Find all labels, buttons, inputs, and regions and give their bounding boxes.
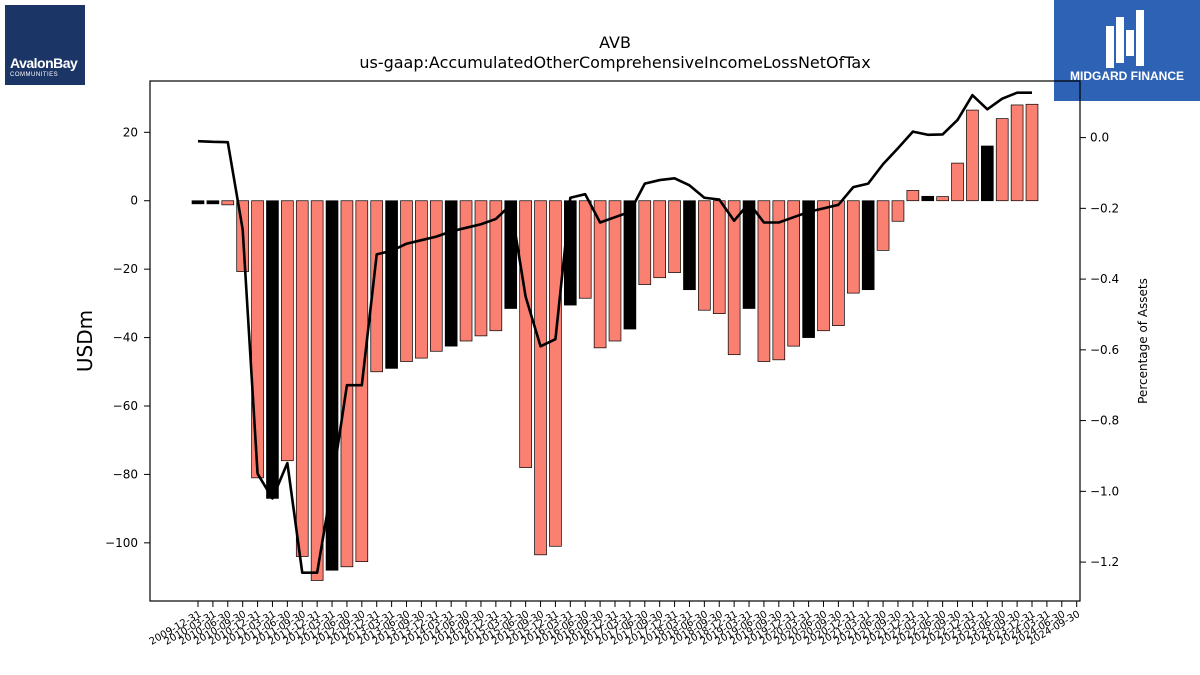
bar xyxy=(846,200,860,294)
bar xyxy=(385,200,398,369)
bar xyxy=(772,200,786,361)
bar xyxy=(995,118,1009,202)
bar-series xyxy=(191,103,1039,581)
midgard-emblem-icon xyxy=(1106,10,1144,68)
bar xyxy=(608,200,622,342)
bar xyxy=(429,200,443,352)
bar xyxy=(757,200,771,362)
bar xyxy=(593,200,607,349)
bar xyxy=(400,200,413,362)
y-tick-label: 20 xyxy=(123,125,138,139)
bar xyxy=(191,200,205,205)
bar xyxy=(370,200,384,373)
chart-subtitle: us-gaap:AccumulatedOtherComprehensiveInc… xyxy=(359,53,870,72)
bar xyxy=(251,200,264,479)
bar xyxy=(891,200,905,222)
bar xyxy=(668,200,681,273)
y-axis-left: 20 0 −20 −40 −60 −80 −100 xyxy=(105,125,150,550)
bar xyxy=(966,109,979,202)
bar xyxy=(921,195,935,202)
bar xyxy=(638,200,652,285)
bar xyxy=(906,190,920,202)
bar xyxy=(266,200,279,499)
midgard-finance-logo-text: MIDGARD FINANCE xyxy=(1070,69,1184,83)
y2-axis-label: Percentage of Assets xyxy=(1136,278,1150,404)
bar xyxy=(653,200,666,279)
bar xyxy=(340,200,354,568)
y2-tick-label: −0.8 xyxy=(1090,414,1119,428)
chart-title: AVB xyxy=(599,33,631,52)
bar xyxy=(698,200,711,311)
bar xyxy=(534,200,547,556)
bar xyxy=(310,200,324,581)
pct-assets-line xyxy=(197,91,1032,575)
bar xyxy=(325,200,339,571)
y2-tick-label: 0.0 xyxy=(1090,131,1109,145)
bar xyxy=(549,200,562,547)
y-tick-label: −60 xyxy=(113,399,138,413)
y-tick-label: −80 xyxy=(113,467,138,481)
bar xyxy=(787,200,801,347)
y-tick-label: −40 xyxy=(113,331,138,345)
bar xyxy=(281,200,294,462)
bar xyxy=(742,200,756,309)
y2-tick-label: −0.2 xyxy=(1090,201,1119,215)
bar xyxy=(936,196,949,202)
bar xyxy=(712,200,726,314)
bar xyxy=(519,200,532,468)
line-series xyxy=(197,91,1032,575)
y-tick-label: 0 xyxy=(130,194,138,208)
bar xyxy=(817,200,830,332)
y2-tick-label: −1.0 xyxy=(1090,484,1119,498)
midgard-finance-logo: MIDGARD FINANCE xyxy=(1054,0,1200,101)
bar xyxy=(802,200,815,338)
bar xyxy=(221,200,235,206)
bar xyxy=(1025,103,1039,202)
bar xyxy=(683,200,696,291)
bar xyxy=(489,200,503,332)
y-axis-right: 0.0 −0.2 −0.4 −0.6 −0.8 −1.0 −1.2 xyxy=(1080,131,1119,569)
bar xyxy=(623,200,637,330)
bar xyxy=(951,162,964,202)
bar xyxy=(578,200,592,299)
bar xyxy=(861,200,875,291)
y2-tick-label: −0.6 xyxy=(1090,343,1119,357)
avalonbay-logo: AvalonBay COMMUNITIES xyxy=(5,5,85,85)
bar xyxy=(981,145,994,202)
bar xyxy=(206,200,220,205)
y2-tick-label: −0.4 xyxy=(1090,272,1119,286)
x-axis: 2009-12-312010-03-312010-06-302010-09-30… xyxy=(148,601,1082,648)
y-tick-label: −20 xyxy=(113,262,138,276)
y2-tick-label: −1.2 xyxy=(1090,555,1119,569)
bar xyxy=(727,200,741,356)
bar xyxy=(474,200,488,337)
bar xyxy=(295,200,309,557)
bar xyxy=(415,200,428,359)
bar xyxy=(876,200,890,251)
y-axis-label: USDm xyxy=(73,310,97,372)
bar xyxy=(832,200,845,326)
bar xyxy=(1010,104,1024,202)
avalonbay-logo-subtext: COMMUNITIES xyxy=(10,72,59,78)
avalonbay-logo-text: AvalonBay xyxy=(10,55,78,71)
y-tick-label: −100 xyxy=(105,536,138,550)
bar xyxy=(444,200,458,347)
bar xyxy=(504,200,518,309)
bar xyxy=(564,200,577,306)
bar xyxy=(459,200,473,342)
